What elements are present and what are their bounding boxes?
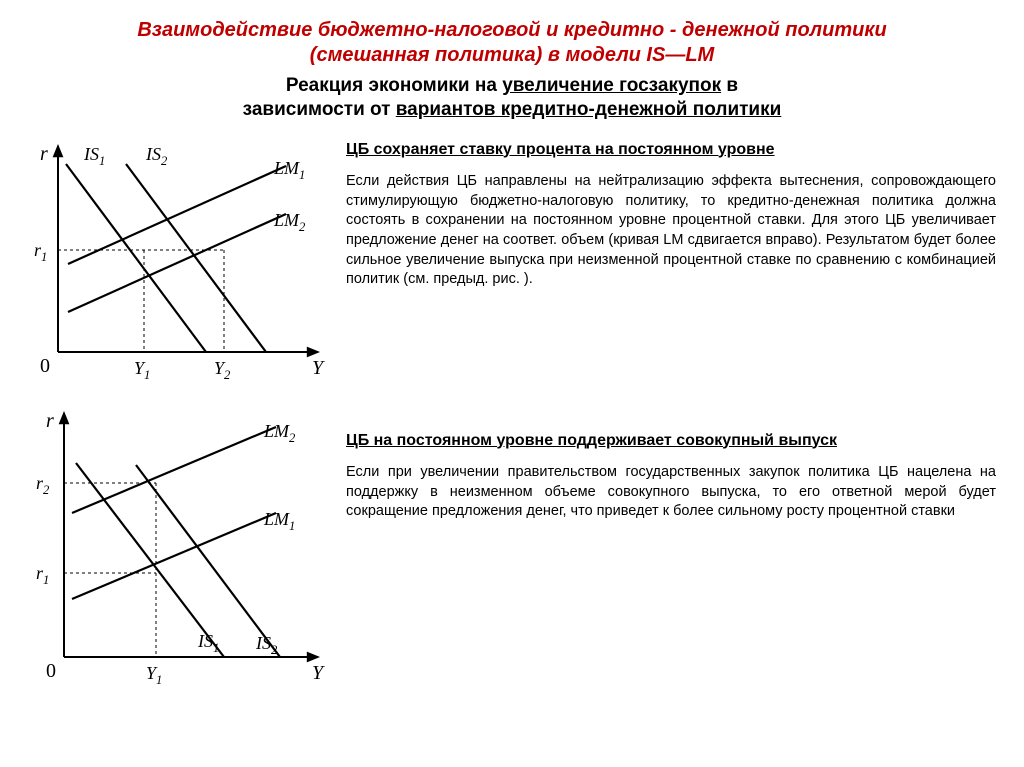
svg-text:r: r: [40, 143, 48, 165]
title-line-2: (смешанная политика) в модели IS—LM: [310, 44, 714, 66]
section-1-heading: ЦБ сохраняет ставку процента на постоянн…: [346, 140, 996, 161]
subtitle-underline: вариантов кредитно-денежной политики: [396, 99, 782, 120]
section-1: r Y 0 IS1 IS2 LM1 LM2 r1 Y1 Y2 ЦБ сохраняет ставк…: [28, 134, 996, 389]
svg-text:Y: Y: [312, 662, 325, 684]
section-2-heading: ЦБ на постоянном уровне поддерживает сов…: [346, 431, 996, 452]
section-2-body: Если при увеличении правительством госуд…: [346, 463, 996, 522]
page-subtitle: Реакция экономики на увеличение госзакуп…: [28, 74, 996, 122]
svg-text:IS1: IS1: [197, 631, 219, 655]
section-1-text: ЦБ сохраняет ставку процента на постоянн…: [346, 134, 996, 290]
section-2-text: ЦБ на постоянном уровне поддерживает сов…: [346, 403, 996, 522]
svg-text:Y1: Y1: [146, 663, 162, 687]
svg-text:LM1: LM1: [263, 509, 295, 533]
svg-text:r2: r2: [36, 473, 50, 497]
chart-1-container: r Y 0 IS1 IS2 LM1 LM2 r1 Y1 Y2: [28, 134, 328, 389]
svg-text:IS2: IS2: [145, 144, 168, 168]
section-2: r Y 0 IS1 IS2 LM1 LM2 r1 r2 Y1 ЦБ на постоянном у…: [28, 403, 996, 698]
page-title: Взаимодействие бюджетно-налоговой и кред…: [28, 18, 996, 68]
chart-1: r Y 0 IS1 IS2 LM1 LM2 r1 Y1 Y2: [28, 134, 328, 384]
svg-text:IS2: IS2: [255, 633, 278, 657]
svg-text:r: r: [46, 410, 54, 432]
title-line-1: Взаимодействие бюджетно-налоговой и кред…: [137, 19, 886, 41]
svg-text:LM2: LM2: [263, 421, 296, 445]
subtitle-underline: увеличение госзакупок: [502, 75, 721, 96]
svg-text:Y2: Y2: [214, 358, 231, 382]
svg-text:LM1: LM1: [273, 158, 305, 182]
subtitle-part: в: [721, 75, 738, 96]
section-1-body: Если действия ЦБ направлены на нейтрализ…: [346, 172, 996, 289]
subtitle-part: зависимости от: [243, 99, 396, 120]
svg-text:LM2: LM2: [273, 210, 306, 234]
svg-text:Y: Y: [312, 357, 325, 379]
svg-text:0: 0: [46, 660, 56, 682]
chart-2: r Y 0 IS1 IS2 LM1 LM2 r1 r2 Y1: [28, 403, 328, 693]
svg-text:Y1: Y1: [134, 358, 150, 382]
svg-text:r1: r1: [36, 563, 49, 587]
svg-text:r1: r1: [34, 240, 47, 264]
subtitle-part: Реакция экономики на: [286, 75, 502, 96]
svg-text:IS1: IS1: [83, 144, 105, 168]
svg-text:0: 0: [40, 355, 50, 377]
chart-2-container: r Y 0 IS1 IS2 LM1 LM2 r1 r2 Y1: [28, 403, 328, 698]
